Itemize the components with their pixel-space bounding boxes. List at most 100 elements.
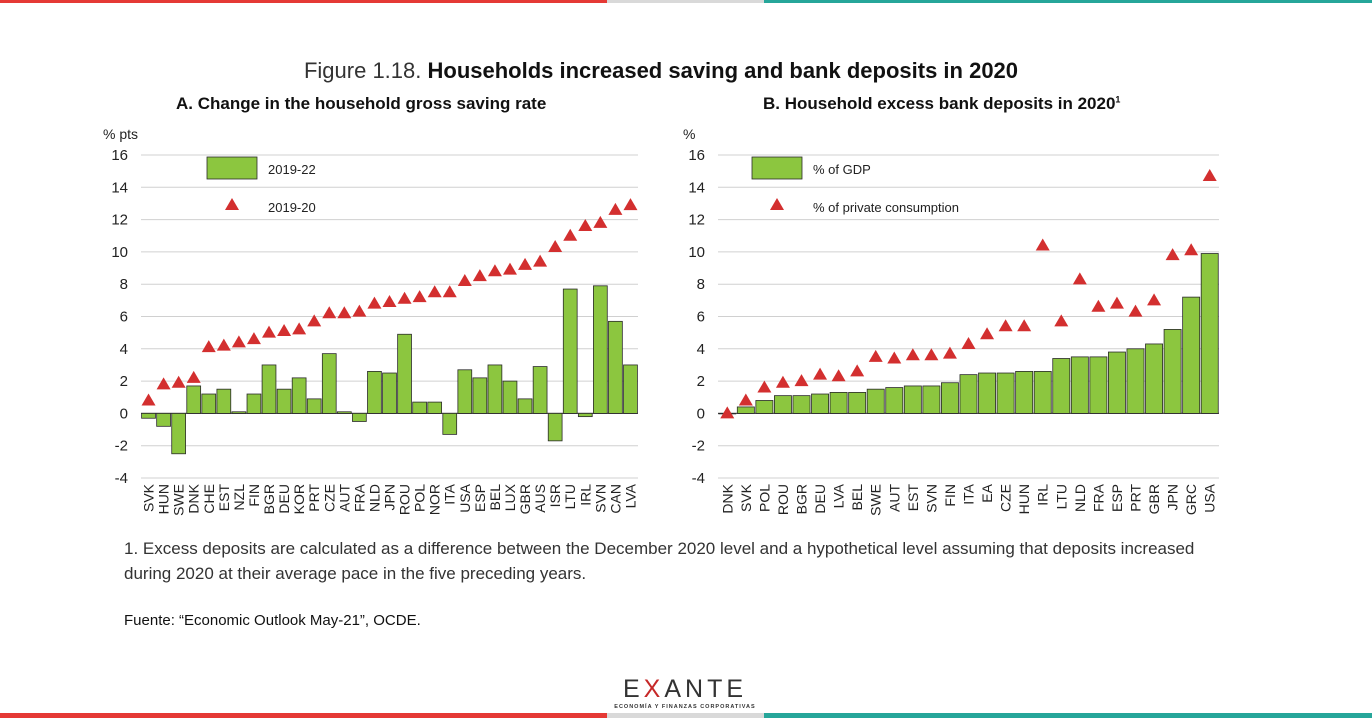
bar-BGR [792,395,811,414]
x-tick-label: BGR [794,484,810,514]
marker-FRA [1091,299,1106,312]
y-tick-label: 2 [120,373,128,390]
x-tick-label: HUN [1016,484,1032,514]
bar-LUX [502,380,518,414]
y-tick-label: 8 [697,276,705,293]
x-tick-label: SVK [141,483,157,512]
bar-GRC [1182,296,1201,414]
bar-FRA [352,412,367,422]
marker-SWE [171,375,186,388]
x-tick-label: CAN [607,484,623,514]
bar-LTU [562,288,578,414]
bar-SVK [736,406,755,414]
x-tick-label: HUN [156,484,172,514]
x-tick-label: DEU [276,484,292,514]
bar-AUS [532,366,548,414]
bar-EST [216,388,232,414]
marker-ISR [548,240,563,253]
marker-HUN [156,377,171,390]
bar-ROU [397,333,412,414]
top-red-bar [0,0,607,3]
bar-NZL [231,411,247,414]
bar-PRT [306,398,322,414]
y-tick-label: -4 [692,470,705,487]
bar-JPN [382,372,397,414]
x-tick-label: POL [412,484,428,512]
footnote: 1. Excess deposits are calculated as a d… [124,539,1195,583]
bar-SWE [171,412,186,455]
marker-GBR [1147,293,1162,306]
bar-SWE [866,388,885,414]
x-tick-label: AUT [886,484,902,512]
logo-wordmark: EXANTE [600,675,770,704]
y-tick-label: -2 [692,438,705,455]
marker-USA [1202,168,1217,181]
marker-BGR [794,374,809,387]
marker-GBR [518,257,533,270]
y-axis-unit: % [683,126,695,142]
marker-CHE [201,340,216,353]
bar-FIN [246,393,262,414]
bar-AUT [885,387,904,414]
x-tick-label: IRL [577,484,593,506]
bar-IRL [1033,371,1052,414]
y-tick-label: 16 [688,147,705,164]
x-tick-label: AUS [532,484,548,513]
x-tick-label: BEL [487,484,503,511]
legend-bar-label: 2019-22 [268,162,316,177]
bar-NOR [427,401,443,414]
x-tick-label: JPN [1165,484,1181,510]
top-gray-bar [607,0,764,3]
bar-SVN [922,385,941,414]
marker-ITA [442,285,457,298]
bar-CZE [321,353,337,414]
marker-AUT [337,306,352,319]
y-tick-label: 6 [120,309,128,326]
bar-SVN [593,285,608,414]
x-tick-label: GBR [517,484,533,514]
logo-e: E [622,675,644,703]
y-tick-label: 10 [688,244,705,261]
marker-GRC [1184,243,1199,256]
x-tick-label: USA [457,483,473,512]
bar-BEL [848,392,867,414]
bar-POL [412,401,427,414]
marker-SVN [924,348,939,361]
bar-FIN [941,382,959,414]
marker-DNK [186,370,201,383]
bar-ITA [959,374,978,414]
marker-PRT [307,314,322,327]
marker-POL [412,290,427,303]
bar-CZE [996,372,1015,414]
marker-IRL [578,219,593,232]
x-tick-label: JPN [382,484,398,510]
marker-FIN [246,332,261,345]
bar-PRT [1126,348,1145,414]
x-tick-label: EST [905,484,921,512]
y-tick-label: 8 [120,276,128,293]
bottom-red-bar [0,713,607,718]
x-tick-label: CHE [201,484,217,514]
x-tick-label: SVN [592,484,608,513]
marker-NLD [367,296,382,309]
x-tick-label: EA [979,483,995,502]
bottom-gray-bar [607,713,764,718]
marker-NOR [427,285,442,298]
logo-tagline: ECONOMÍA Y FINANZAS CORPORATIVAS [614,704,756,710]
marker-FIN [942,346,957,359]
bar-NLD [1070,356,1089,414]
bar-IRL [577,412,593,418]
marker-USA [457,273,472,286]
bar-GBR [1145,343,1163,414]
panel-a-title: A. Change in the household gross saving … [176,94,547,113]
x-tick-label: DNK [719,483,735,513]
y-tick-label: 4 [120,341,128,358]
marker-SVN [593,215,608,228]
x-tick-label: ROU [397,484,413,515]
legend-marker-label: 2019-20 [268,200,316,215]
x-tick-label: SWE [868,484,884,516]
marker-ESP [472,269,487,282]
marker-SWE [868,349,883,362]
x-tick-label: GRC [1183,484,1199,515]
marker-DEU [277,324,292,337]
